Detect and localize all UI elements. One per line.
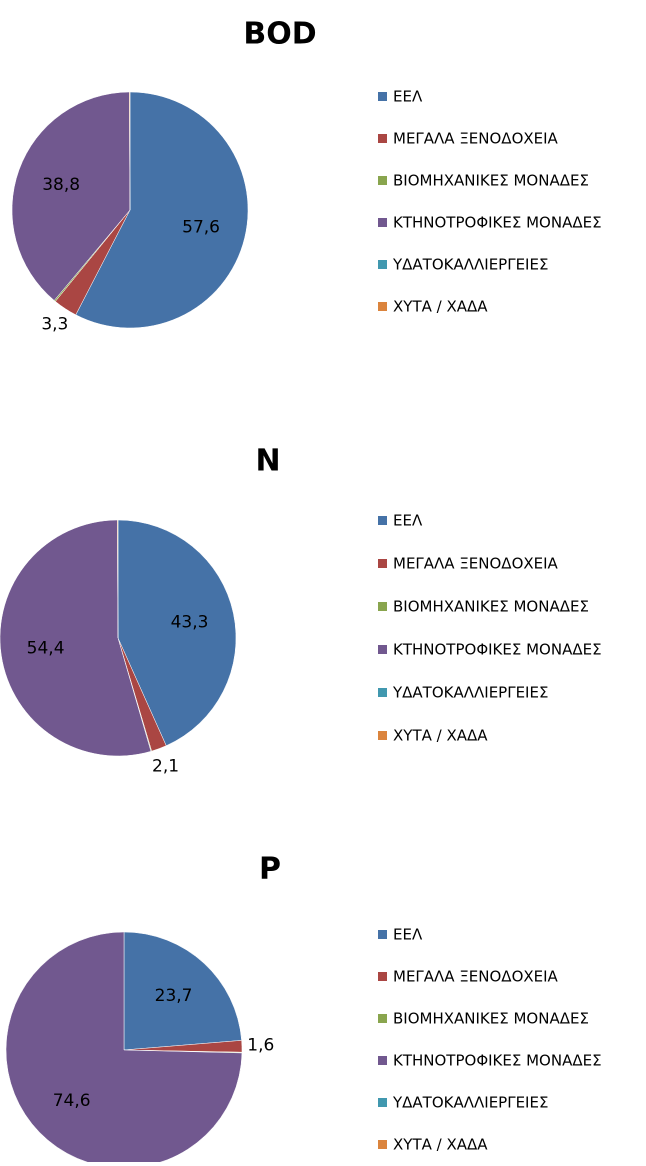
data-label: 38,8 xyxy=(42,175,80,195)
legend-swatch xyxy=(378,92,387,101)
pie-slice xyxy=(117,519,119,639)
pie-slice xyxy=(5,931,243,1166)
legend-swatch xyxy=(378,688,387,697)
legend-swatch xyxy=(378,972,387,981)
legend-label: ΒΙΟΜΗΧΑΝΙΚΕΣ ΜΟΝΑΔΕΣ xyxy=(393,1010,589,1028)
legend-swatch xyxy=(378,302,387,311)
legend-label: ΥΔΑΤΟΚΑΛΛΙΕΡΓΕΙΕΣ xyxy=(392,684,548,702)
legend-swatch xyxy=(378,516,387,525)
pie-slice xyxy=(75,91,249,329)
legend-label: ΕΕΛ xyxy=(393,926,423,944)
legend-label: ΜΕΓΑΛΑ ΞΕΝΟΔΟΧΕΙΑ xyxy=(393,555,559,573)
chart-title: P xyxy=(259,852,281,887)
legend-swatch xyxy=(378,559,387,568)
data-label: 3,3 xyxy=(41,314,68,334)
legend-label: ΧΥΤΑ / ΧΑΔΑ xyxy=(393,727,488,745)
chart-title: BOD xyxy=(243,17,316,52)
legend-swatch xyxy=(378,645,387,654)
legend-swatch xyxy=(378,930,387,939)
pie-slice xyxy=(11,91,131,301)
data-label: 57,6 xyxy=(182,217,220,237)
legend-label: ΕΕΛ xyxy=(393,512,423,530)
data-label: 74,6 xyxy=(53,1091,91,1111)
legend-label: ΥΔΑΤΟΚΑΛΛΙΕΡΓΕΙΕΣ xyxy=(392,256,548,274)
legend-label: ΚΤΗΝΟΤΡΟΦΙΚΕΣ ΜΟΝΑΔΕΣ xyxy=(393,214,602,232)
data-label: 2,1 xyxy=(152,756,179,776)
legend-label: ΥΔΑΤΟΚΑΛΛΙΕΡΓΕΙΕΣ xyxy=(392,1094,548,1112)
legend-swatch xyxy=(378,1140,387,1149)
legend-swatch xyxy=(378,134,387,143)
chart-title: N xyxy=(255,444,280,479)
data-label: 1,6 xyxy=(247,1036,274,1056)
legend-swatch xyxy=(378,602,387,611)
legend-label: ΒΙΟΜΗΧΑΝΙΚΕΣ ΜΟΝΑΔΕΣ xyxy=(393,172,589,190)
data-label: 54,4 xyxy=(27,639,65,659)
legend-swatch xyxy=(378,1098,387,1107)
pie-slice xyxy=(117,519,237,747)
legend-swatch xyxy=(378,731,387,740)
pie-slice xyxy=(123,931,242,1051)
legend-label: ΚΤΗΝΟΤΡΟΦΙΚΕΣ ΜΟΝΑΔΕΣ xyxy=(393,1052,602,1070)
legend-label: ΕΕΛ xyxy=(393,88,423,106)
legend-label: ΧΥΤΑ / ΧΑΔΑ xyxy=(393,1136,488,1154)
data-label: 43,3 xyxy=(171,613,209,633)
legend-swatch xyxy=(378,1056,387,1065)
legend-swatch xyxy=(378,260,387,269)
legend-label: ΒΙΟΜΗΧΑΝΙΚΕΣ ΜΟΝΑΔΕΣ xyxy=(393,598,589,616)
legend-swatch xyxy=(378,218,387,227)
legend-label: ΚΤΗΝΟΤΡΟΦΙΚΕΣ ΜΟΝΑΔΕΣ xyxy=(393,641,602,659)
legend-swatch xyxy=(378,1014,387,1023)
pie-slice xyxy=(129,91,131,211)
data-label: 23,7 xyxy=(155,986,193,1006)
pie-slice xyxy=(0,519,152,757)
legend-label: ΧΥΤΑ / ΧΑΔΑ xyxy=(393,298,488,316)
legend-swatch xyxy=(378,176,387,185)
legend-label: ΜΕΓΑΛΑ ΞΕΝΟΔΟΧΕΙΑ xyxy=(393,130,559,148)
legend-label: ΜΕΓΑΛΑ ΞΕΝΟΔΟΧΕΙΑ xyxy=(393,968,559,986)
